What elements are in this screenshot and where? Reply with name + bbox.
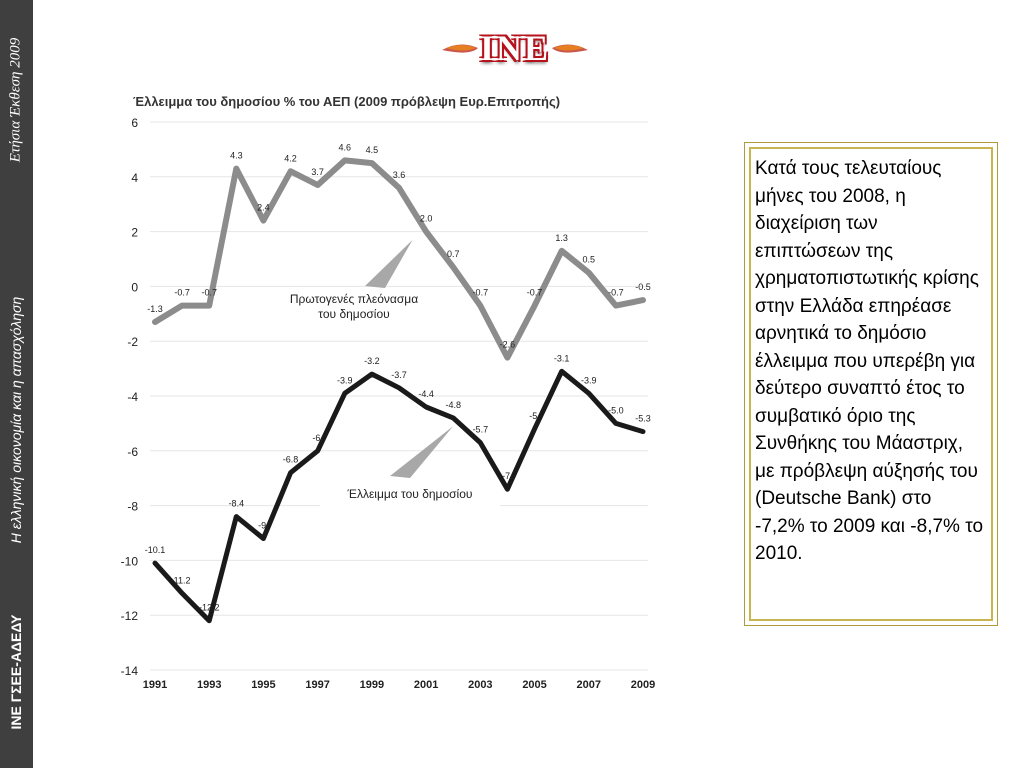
data-label: -0.7 bbox=[201, 288, 217, 298]
commentary-box-border bbox=[749, 147, 993, 621]
commentary-box: Κατά τους τελευταίους μήνες του 2008, η … bbox=[744, 142, 998, 626]
y-tick-label: -8 bbox=[127, 500, 138, 514]
logo-flames-icon bbox=[442, 44, 588, 53]
y-axis-ticks: 6 4 2 0 -2 -4 -6 -8 -10 -12 -14 bbox=[121, 116, 139, 678]
data-label: 1.3 bbox=[555, 233, 568, 243]
data-label: -7. bbox=[502, 471, 513, 481]
data-label: 4.3 bbox=[230, 151, 243, 161]
data-label: 2.4 bbox=[257, 203, 270, 213]
callout-deficit-bg bbox=[320, 480, 500, 508]
x-tick-label: 2007 bbox=[577, 679, 601, 691]
x-tick-label: 2009 bbox=[631, 679, 655, 691]
data-label: -0.5 bbox=[635, 282, 651, 292]
y-tick-label: 6 bbox=[131, 116, 138, 130]
data-label: 4.5 bbox=[366, 145, 379, 155]
chart-title: Έλλειμμα του δημοσίου % του ΑΕΠ (2009 πρ… bbox=[133, 94, 560, 109]
data-label: 11.2 bbox=[174, 575, 191, 585]
chart-series bbox=[152, 157, 646, 624]
data-label: -3.2 bbox=[364, 356, 380, 366]
callout-label: του δημοσίου bbox=[318, 307, 389, 321]
x-tick-label: 2001 bbox=[414, 679, 438, 691]
callout-label: Πρωτογενές πλεόνασμα bbox=[290, 292, 418, 306]
x-tick-label: 1993 bbox=[197, 679, 221, 691]
data-label: 0.7 bbox=[447, 249, 460, 259]
y-tick-label: -14 bbox=[121, 664, 139, 678]
data-label: -2.6 bbox=[500, 340, 516, 350]
data-label: 3.6 bbox=[393, 170, 406, 180]
callout-deficit-pointer bbox=[390, 426, 454, 478]
x-tick-label: 2003 bbox=[468, 679, 492, 691]
y-tick-label: 4 bbox=[131, 171, 138, 185]
y-tick-label: 2 bbox=[131, 226, 138, 240]
sidebar: Ετήσια Έκθεση 2009 Η ελληνική οικονομία … bbox=[0, 0, 33, 768]
y-tick-label: -2 bbox=[127, 335, 138, 349]
data-label: 4.2 bbox=[284, 153, 297, 163]
data-label: -0.7 bbox=[174, 288, 190, 298]
commentary-text: Κατά τους τελευταίους μήνες του 2008, η … bbox=[755, 158, 984, 564]
chart-grid bbox=[150, 121, 648, 671]
x-tick-label: 1995 bbox=[251, 679, 275, 691]
data-label: -5. bbox=[529, 411, 540, 421]
callout-label: Έλλειμμα του δημοσίου bbox=[347, 487, 473, 501]
data-label: -9. bbox=[258, 520, 269, 530]
chart-data-labels: -1.3 -0.7 -0.7 4.3 2.4 4.2 3.7 4.6 4.5 3.6 2.0 0.7 -… bbox=[145, 142, 651, 612]
data-label: -4.8 bbox=[445, 400, 461, 410]
data-label: -5.7 bbox=[473, 425, 489, 435]
x-tick-label: 1999 bbox=[360, 679, 384, 691]
data-label: -0.7 bbox=[473, 288, 489, 298]
data-label: -8.4 bbox=[229, 499, 245, 509]
ine-logo-icon: INE bbox=[440, 28, 590, 68]
x-tick-label: 2005 bbox=[522, 679, 546, 691]
data-label: -3.9 bbox=[337, 375, 353, 385]
data-label: -0.7 bbox=[527, 288, 543, 298]
y-tick-label: -12 bbox=[121, 609, 139, 623]
data-label: -10.1 bbox=[145, 545, 166, 555]
data-label: -5.0 bbox=[608, 405, 624, 415]
callout-primary-bg bbox=[255, 288, 455, 322]
data-label: -1.3 bbox=[147, 304, 163, 314]
data-label: 3.7 bbox=[311, 167, 324, 177]
data-label: -6.8 bbox=[283, 455, 299, 465]
data-label: -3.1 bbox=[554, 353, 570, 363]
y-tick-label: -10 bbox=[121, 554, 139, 568]
data-label: -0.7 bbox=[608, 288, 624, 298]
y-tick-label: -6 bbox=[127, 445, 138, 459]
data-label: 2.0 bbox=[420, 214, 433, 224]
data-label: -3.9 bbox=[581, 375, 597, 385]
data-label: 4.6 bbox=[339, 142, 352, 152]
data-label: -4.4 bbox=[418, 389, 434, 399]
data-label: -12.2 bbox=[199, 603, 220, 613]
logo-text: INE bbox=[479, 28, 551, 68]
y-tick-label: 0 bbox=[131, 280, 138, 294]
x-tick-label: 1991 bbox=[143, 679, 167, 691]
data-label: -6. bbox=[312, 433, 323, 443]
data-label: -3.7 bbox=[391, 370, 407, 380]
x-tick-label: 1997 bbox=[305, 679, 329, 691]
y-tick-label: -4 bbox=[127, 390, 138, 404]
data-label: -5.3 bbox=[635, 414, 651, 424]
data-label: 0.5 bbox=[583, 255, 596, 265]
x-axis-ticks: 1991 1993 1995 1997 1999 2001 2003 2005 2007 2009 bbox=[143, 679, 655, 691]
callout-primary-pointer bbox=[365, 239, 413, 288]
